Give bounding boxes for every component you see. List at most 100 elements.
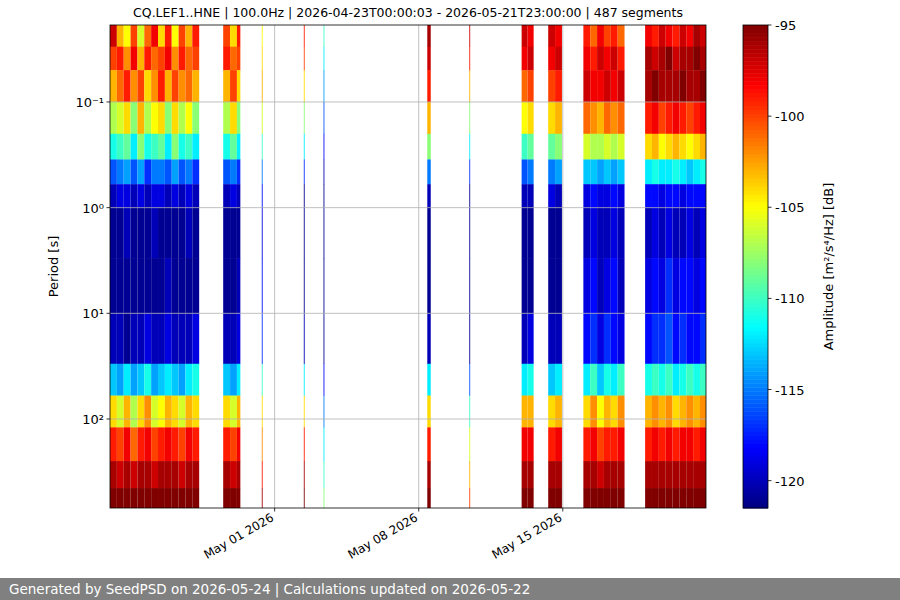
- psd-cell: [110, 102, 117, 134]
- psd-cell: [673, 208, 680, 259]
- colorbar-step: [743, 118, 768, 123]
- psd-cell: [137, 208, 144, 259]
- psd-cell: [652, 102, 659, 134]
- colorbar-step: [743, 218, 768, 223]
- psd-cell: [223, 70, 230, 102]
- psd-cell: [165, 364, 172, 396]
- psd-cell: [693, 461, 700, 488]
- psd-cell: [673, 184, 680, 208]
- psd-cell: [673, 25, 680, 47]
- psd-cell: [117, 184, 124, 208]
- y-axis-title: Period [s]: [46, 236, 61, 298]
- psd-cell: [618, 258, 625, 314]
- psd-cell: [528, 461, 534, 488]
- psd-cell: [427, 396, 430, 428]
- psd-cell: [686, 488, 693, 508]
- psd-cell: [679, 427, 686, 461]
- psd-cell: [427, 208, 430, 259]
- psd-cell: [165, 70, 172, 102]
- psd-cell: [158, 364, 165, 396]
- psd-cell: [172, 70, 179, 102]
- colorbar-title: Amplitude [m²/s⁴/Hz] [dB]: [821, 183, 836, 351]
- background: [0, 0, 900, 600]
- psd-cell: [165, 184, 172, 208]
- colorbar-step: [743, 97, 768, 102]
- psd-cell: [165, 102, 172, 134]
- psd-cell: [137, 396, 144, 428]
- psd-cell: [131, 258, 138, 314]
- psd-cell: [323, 427, 325, 461]
- psd-cell: [693, 102, 700, 134]
- psd-cell: [303, 102, 305, 134]
- psd-cell: [110, 47, 117, 71]
- psd-cell: [652, 47, 659, 71]
- psd-cell: [124, 313, 131, 364]
- x-tick: [274, 508, 275, 512]
- psd-cell: [611, 488, 618, 508]
- psd-cell: [230, 461, 237, 488]
- psd-cell: [590, 396, 597, 428]
- colorbar-step: [743, 250, 768, 255]
- psd-cell: [192, 102, 199, 134]
- psd-cell: [185, 159, 192, 184]
- psd-cell: [693, 313, 700, 364]
- psd-cell: [137, 258, 144, 314]
- colorbar-step: [743, 480, 768, 485]
- colorbar: [743, 25, 768, 509]
- psd-cell: [165, 258, 172, 314]
- grid-line: [110, 101, 706, 102]
- colorbar-step: [743, 436, 768, 441]
- colorbar-step: [743, 399, 768, 404]
- psd-cell: [185, 134, 192, 160]
- psd-cell: [673, 258, 680, 314]
- psd-cell: [673, 364, 680, 396]
- psd-cell: [110, 313, 117, 364]
- psd-cell: [131, 25, 138, 47]
- colorbar-step: [743, 500, 768, 505]
- colorbar-step: [743, 69, 768, 74]
- psd-cell: [230, 208, 237, 259]
- colorbar-step: [743, 138, 768, 143]
- psd-cell: [151, 258, 158, 314]
- psd-cell: [117, 488, 124, 508]
- psd-cell: [144, 47, 151, 71]
- psd-cell: [237, 258, 240, 314]
- colorbar-tick-label: -95: [775, 18, 796, 33]
- psd-cell: [652, 396, 659, 428]
- psd-cell: [611, 396, 618, 428]
- psd-cell: [652, 258, 659, 314]
- psd-cell: [261, 47, 263, 71]
- psd-cell: [124, 134, 131, 160]
- psd-cell: [590, 25, 597, 47]
- psd-cell: [522, 102, 528, 134]
- psd-cell: [611, 364, 618, 396]
- psd-cell: [666, 25, 673, 47]
- psd-cell: [223, 25, 230, 47]
- psd-cell: [597, 134, 604, 160]
- psd-cell: [522, 427, 528, 461]
- psd-cell: [700, 70, 706, 102]
- psd-cell: [158, 70, 165, 102]
- psd-cell: [144, 488, 151, 508]
- psd-cell: [303, 208, 305, 259]
- psd-cell: [185, 258, 192, 314]
- psd-cell: [261, 364, 263, 396]
- psd-cell: [165, 159, 172, 184]
- psd-cell: [185, 208, 192, 259]
- psd-cell: [323, 134, 325, 160]
- psd-cell: [110, 134, 117, 160]
- psd-cell: [144, 184, 151, 208]
- psd-cell: [124, 258, 131, 314]
- psd-cell: [548, 184, 555, 208]
- psd-cell: [469, 159, 471, 184]
- psd-cell: [110, 208, 117, 259]
- colorbar-step: [743, 452, 768, 457]
- y-tick: [107, 419, 111, 420]
- psd-cell: [659, 488, 666, 508]
- psd-cell: [528, 102, 534, 134]
- psd-cell: [522, 159, 528, 184]
- psd-cell: [110, 427, 117, 461]
- psd-cell: [179, 159, 186, 184]
- psd-cell: [528, 364, 534, 396]
- psd-cell: [137, 313, 144, 364]
